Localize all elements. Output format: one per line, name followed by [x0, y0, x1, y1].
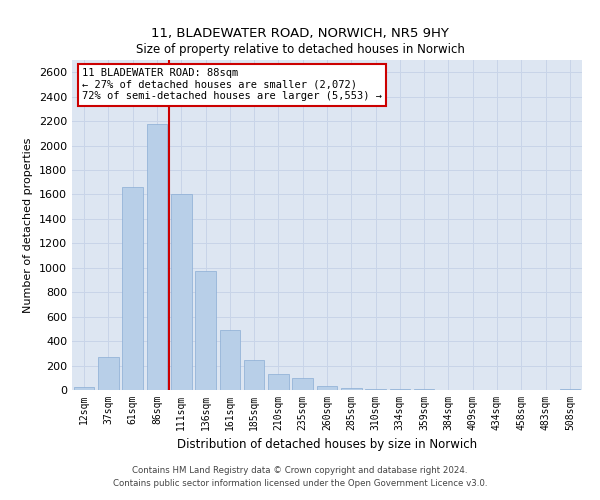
X-axis label: Distribution of detached houses by size in Norwich: Distribution of detached houses by size … [177, 438, 477, 452]
Bar [98, 357, 119, 390]
Bar [292, 378, 313, 390]
Bar [341, 388, 362, 390]
Text: Size of property relative to detached houses in Norwich: Size of property relative to detached ho… [136, 42, 464, 56]
Bar [74, 387, 94, 390]
Bar [365, 389, 386, 390]
Bar [268, 374, 289, 390]
Bar [195, 272, 216, 390]
Bar [171, 194, 191, 390]
Text: Contains HM Land Registry data © Crown copyright and database right 2024.
Contai: Contains HM Land Registry data © Crown c… [113, 466, 487, 487]
Text: 11, BLADEWATER ROAD, NORWICH, NR5 9HY: 11, BLADEWATER ROAD, NORWICH, NR5 9HY [151, 28, 449, 40]
Bar [122, 187, 143, 390]
Bar [220, 330, 240, 390]
Bar [317, 386, 337, 390]
Text: 11 BLADEWATER ROAD: 88sqm
← 27% of detached houses are smaller (2,072)
72% of se: 11 BLADEWATER ROAD: 88sqm ← 27% of detac… [82, 68, 382, 102]
Bar [146, 124, 167, 390]
Bar [244, 360, 265, 390]
Y-axis label: Number of detached properties: Number of detached properties [23, 138, 34, 312]
